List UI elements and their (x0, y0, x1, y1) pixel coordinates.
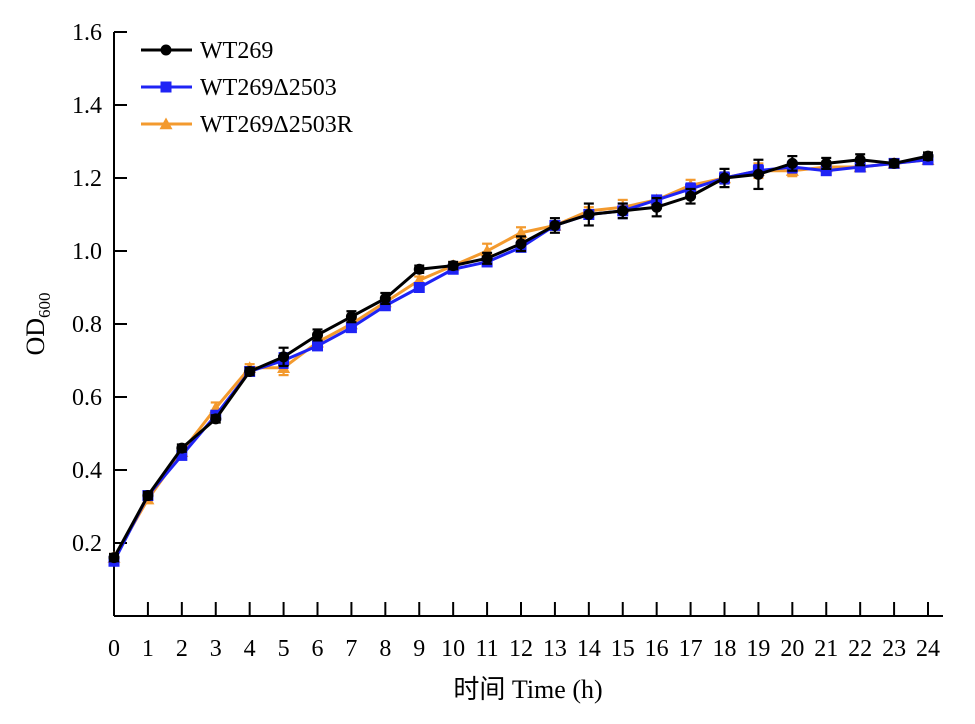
data-point (583, 209, 595, 220)
y-tick-label: 0.6 (72, 385, 102, 411)
y-tick-label: 0.8 (72, 312, 102, 338)
data-point (345, 322, 357, 334)
x-tick-label: 9 (413, 636, 425, 662)
data-point (142, 490, 154, 502)
data-point (549, 219, 561, 231)
data-point (379, 292, 391, 304)
series-line (112, 158, 929, 559)
x-axis-title: 时间 Time (h) (453, 675, 602, 704)
data-point (413, 282, 425, 293)
y-tick-label: 0.4 (72, 458, 102, 484)
data-point (312, 329, 323, 341)
y-tick-label: 1.6 (72, 20, 102, 46)
x-tick-label: 10 (441, 636, 465, 662)
x-tick-label: 15 (611, 636, 635, 662)
x-tick-label: 11 (476, 636, 499, 662)
data-point (514, 226, 528, 238)
y-tick-label: 1.4 (72, 93, 102, 119)
data-point (345, 311, 357, 323)
x-tick-label: 5 (278, 636, 290, 662)
data-point (820, 165, 832, 177)
y-ticks: 0.2 0.4 0.6 0.8 1.0 1.2 1.4 1.6 (72, 20, 127, 557)
x-tick-label: 13 (543, 636, 567, 662)
x-tick-label: 0 (108, 636, 120, 662)
series-line (112, 158, 929, 562)
data-point (719, 172, 730, 184)
plot-series (107, 150, 935, 567)
y-axis-title: OD600 (21, 292, 54, 355)
data-point (278, 351, 290, 363)
data-point (176, 442, 188, 454)
x-tick-label: 6 (312, 636, 324, 662)
x-tick-label: 24 (916, 636, 940, 662)
x-tick-label: 21 (814, 636, 838, 662)
data-point (108, 552, 120, 564)
legend-label: WT269Δ2503R (200, 112, 353, 138)
x-tick-label: 16 (645, 636, 669, 662)
data-point (685, 190, 697, 202)
y-tick-label: 1.0 (72, 239, 102, 265)
x-tick-label: 22 (848, 636, 872, 662)
x-tick-label: 1 (142, 636, 154, 662)
data-point (176, 449, 188, 461)
x-tick-label: 3 (210, 636, 222, 662)
data-point (786, 157, 798, 169)
x-tick-label: 7 (345, 636, 357, 662)
series-line (112, 154, 929, 559)
data-point (820, 157, 832, 169)
data-point (447, 260, 459, 272)
legend-marker (159, 117, 173, 130)
data-point (413, 263, 425, 275)
x-tick-label: 19 (746, 636, 770, 662)
series-wt269 (108, 150, 934, 564)
series-wt269-2503 (108, 154, 934, 567)
x-tick-label: 14 (577, 636, 601, 662)
y-tick-label: 0.2 (72, 531, 102, 557)
legend-marker (160, 44, 172, 56)
data-point (515, 238, 527, 250)
y-tick-label: 1.2 (72, 166, 102, 192)
data-point (651, 201, 663, 213)
x-tick-label: 4 (244, 636, 256, 662)
data-point (888, 157, 900, 169)
legend-item: WT269 (141, 38, 273, 64)
x-ticks: 0 1 2 3 4 5 6 7 8 9 10 11 12 13 14 15 16 17 18 19 20 21 22 23 24 (108, 602, 940, 662)
data-point (481, 252, 493, 264)
data-point (210, 413, 222, 425)
legend-label: WT269Δ2503 (200, 75, 337, 101)
series-wt269-2503r (107, 153, 935, 563)
x-tick-label: 23 (882, 636, 906, 662)
data-point (854, 154, 866, 166)
legend-item: WT269Δ2503R (141, 112, 353, 138)
legend-marker (160, 81, 172, 93)
data-point (312, 340, 323, 352)
data-point (922, 150, 934, 162)
data-point (244, 365, 256, 377)
x-tick-label: 18 (713, 636, 737, 662)
x-tick-label: 17 (679, 636, 703, 662)
legend-label: WT269 (200, 38, 273, 64)
data-point (854, 161, 866, 173)
x-tick-label: 8 (379, 636, 391, 662)
y-axis-title-subscript: 600 (35, 292, 54, 318)
data-point (379, 300, 391, 312)
x-tick-label: 2 (176, 636, 188, 662)
y-axis-title-main: OD (21, 318, 50, 356)
legend-item: WT269Δ2503 (141, 75, 337, 101)
x-tick-label: 20 (780, 636, 804, 662)
x-tick-label: 12 (509, 636, 533, 662)
data-point (617, 205, 629, 217)
legend: WT269 WT269Δ2503 WT269Δ2503R (141, 38, 353, 138)
data-point (752, 168, 764, 180)
